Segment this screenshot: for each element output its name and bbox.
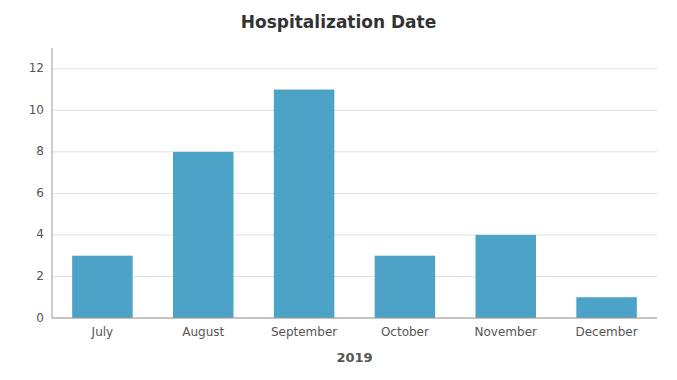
y-tick-label: 4 — [36, 227, 44, 241]
x-tick-label: August — [182, 325, 224, 339]
x-tick-label: September — [271, 325, 337, 339]
bar — [476, 235, 537, 318]
bar — [173, 152, 234, 318]
y-tick-label: 8 — [36, 144, 44, 158]
y-tick-label: 0 — [36, 311, 44, 325]
chart-container: 0 2 4 6 8 10 12 July August September October Novem… — [0, 0, 677, 380]
grid-line — [52, 318, 657, 319]
y-grid — [52, 69, 657, 318]
bar — [274, 90, 335, 318]
grid-line — [52, 68, 657, 69]
x-tick-label: July — [91, 325, 114, 339]
chart-svg: 0 2 4 6 8 10 12 July August September October Novem… — [0, 0, 677, 380]
bar — [375, 256, 436, 318]
grid-line — [52, 151, 657, 152]
chart-title: Hospitalization Date — [241, 12, 437, 32]
grid-line — [52, 234, 657, 235]
bar — [576, 297, 637, 318]
grid-line — [52, 193, 657, 194]
x-tick-label: November — [475, 325, 537, 339]
y-tick-label: 10 — [29, 103, 44, 117]
bars — [72, 90, 637, 318]
y-tick-label: 12 — [29, 61, 44, 75]
y-tick-label: 2 — [36, 269, 44, 283]
bar — [72, 256, 132, 318]
y-axis-line — [52, 48, 53, 318]
y-tick-label: 6 — [36, 186, 44, 200]
grid-line — [52, 276, 657, 277]
grid-line — [52, 110, 657, 111]
x-tick-label: December — [575, 325, 637, 339]
x-axis-line — [52, 318, 657, 319]
x-tick-label: October — [381, 325, 429, 339]
x-axis-label: 2019 — [336, 350, 372, 365]
